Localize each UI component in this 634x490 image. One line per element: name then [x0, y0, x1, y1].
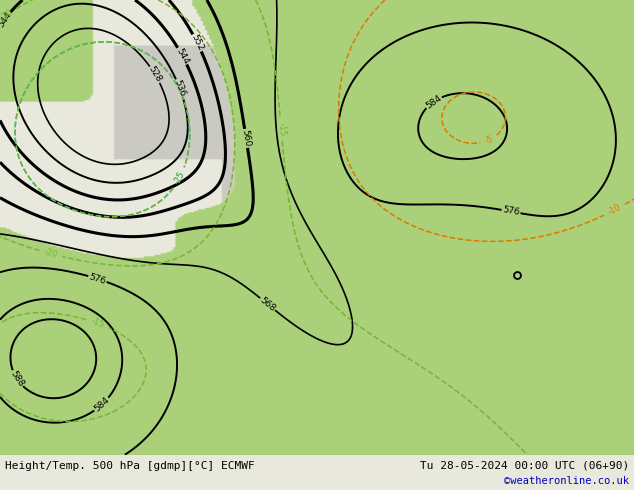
Text: -15: -15	[89, 317, 105, 330]
Text: 576: 576	[501, 206, 521, 218]
Text: -10: -10	[607, 203, 623, 217]
Text: ©weatheronline.co.uk: ©weatheronline.co.uk	[504, 476, 629, 486]
Text: 584: 584	[424, 93, 443, 111]
Text: 588: 588	[8, 369, 25, 389]
Text: -20: -20	[43, 247, 58, 260]
Text: -25: -25	[172, 170, 186, 186]
Text: 576: 576	[88, 272, 107, 286]
Text: 536: 536	[172, 78, 187, 98]
Text: 544: 544	[174, 47, 190, 66]
Text: Height/Temp. 500 hPa [gdmp][°C] ECMWF: Height/Temp. 500 hPa [gdmp][°C] ECMWF	[5, 461, 255, 470]
Text: 568: 568	[258, 295, 277, 313]
Text: -20: -20	[0, 8, 15, 23]
Text: Tu 28-05-2024 00:00 UTC (06+90): Tu 28-05-2024 00:00 UTC (06+90)	[420, 461, 629, 470]
Text: 560: 560	[240, 129, 252, 147]
Text: -25: -25	[172, 170, 186, 186]
Text: 544: 544	[0, 10, 13, 29]
Text: 584: 584	[93, 395, 111, 414]
Text: 552: 552	[190, 33, 205, 52]
Text: -5: -5	[483, 134, 495, 146]
Text: 528: 528	[146, 65, 164, 84]
Text: -15: -15	[276, 122, 287, 136]
